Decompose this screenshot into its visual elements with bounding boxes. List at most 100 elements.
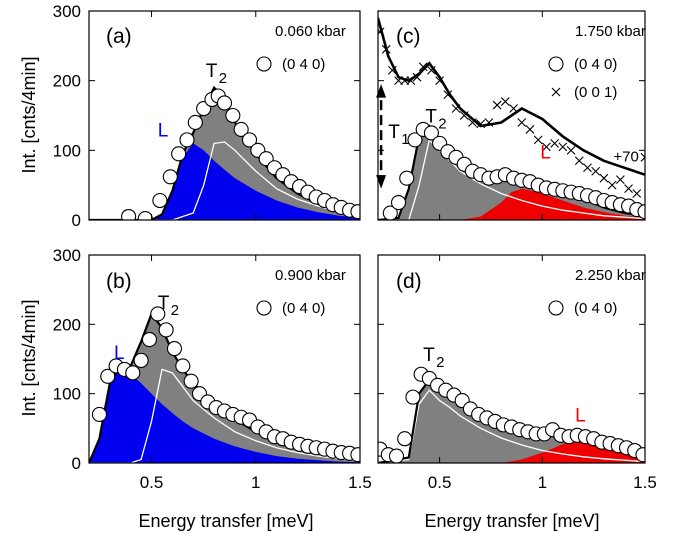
- offset-label: +70: [613, 148, 638, 165]
- offset-arrow-head-up: [376, 84, 387, 98]
- cross-point: [632, 189, 642, 198]
- x-tick-label: 1.5: [633, 473, 657, 492]
- data-point: [179, 132, 195, 148]
- data-point: [637, 204, 645, 220]
- pressure-label: 0.060 kbar: [275, 23, 346, 40]
- legend-circle-marker: [548, 300, 564, 316]
- x-axis-title-right: Energy transfer [meV]: [424, 511, 599, 531]
- plot-frame: [88, 254, 361, 464]
- data-point: [166, 341, 183, 357]
- cross-point: [427, 65, 436, 75]
- cross-point: [468, 118, 477, 127]
- cross-point: [591, 166, 601, 176]
- panel-a: 0 100 200 300 (a) 0.060 kbar (0 4 0) L T 2: [53, 2, 361, 230]
- data-point: [390, 195, 407, 211]
- pressure-label: 2.250 kbar: [575, 267, 646, 284]
- cross-point: [387, 65, 397, 75]
- cross-point: [525, 125, 535, 134]
- total-area: [89, 87, 360, 220]
- plot-area: [89, 85, 360, 220]
- cross-point: [451, 104, 461, 113]
- plot-frame: [377, 254, 646, 464]
- cross-point: [406, 76, 416, 86]
- panel-c: (c) 1.750 kbar(0 4 0)(0 0 1)LT 2T 1+70: [376, 10, 646, 221]
- cross-point: [492, 100, 502, 110]
- L-peak-label: L: [114, 343, 125, 364]
- legend-label: (0 4 0): [282, 56, 325, 73]
- cross-point: [558, 142, 568, 152]
- data-point: [405, 389, 421, 405]
- legend-label: (0 0 1): [574, 84, 617, 101]
- T2-peak-label: T: [425, 106, 437, 127]
- y-axis-title-bottom: Int. [cnts/4min]: [19, 299, 39, 416]
- x-tick-label: 1: [251, 473, 260, 492]
- panel-tag: (d): [396, 270, 422, 293]
- legend-cross-marker: [551, 87, 561, 97]
- L-mode-area: [89, 367, 360, 463]
- x-tick-label: 0.5: [428, 473, 452, 492]
- data-point: [399, 170, 415, 186]
- cross-point: [550, 138, 560, 148]
- data-point: [125, 365, 141, 381]
- data-point: [162, 169, 178, 185]
- L-peak-label: L: [575, 405, 586, 426]
- data-point: [388, 448, 405, 463]
- cross-point: [435, 76, 445, 86]
- legend-label: (0 4 0): [574, 56, 617, 73]
- panel-tag: (b): [106, 270, 132, 293]
- data-point: [152, 192, 168, 209]
- y-tick-label: 300: [53, 246, 81, 265]
- cross-point: [517, 118, 527, 127]
- T2-mode-curve: [89, 141, 360, 220]
- L-peak-label: L: [540, 143, 551, 164]
- cross-point: [566, 145, 576, 155]
- L-mode-area: [89, 143, 360, 220]
- x-tick-label: 1: [538, 473, 547, 492]
- y-tick-label: 100: [53, 141, 81, 160]
- y-tick-label: 200: [53, 315, 81, 334]
- cross-point: [599, 173, 609, 183]
- T2-mode-curve: [378, 138, 645, 220]
- x-axis-title-left: Energy transfer [meV]: [138, 511, 313, 531]
- data-point: [91, 406, 107, 423]
- data-point: [175, 358, 191, 374]
- y-axis-title-top: Int. [cnts/4min]: [19, 56, 39, 173]
- data-point: [100, 368, 116, 384]
- cross-point: [542, 142, 551, 152]
- data-point: [233, 121, 249, 137]
- cross-point: [381, 44, 391, 54]
- cross-point: [583, 163, 592, 173]
- data-point: [350, 447, 360, 463]
- data-point: [241, 132, 258, 148]
- L-peak-label: L: [158, 120, 169, 141]
- data-point: [141, 332, 158, 348]
- y-tick-label: 0: [72, 454, 81, 473]
- x-tick-label: 0.5: [140, 473, 164, 492]
- legend-circle-marker: [256, 56, 272, 72]
- cross-point: [484, 118, 494, 127]
- offset-arrow-head-down: [376, 175, 387, 189]
- T2-peak-label: T: [158, 293, 170, 314]
- cross-point: [400, 76, 410, 86]
- T2-mode-curve: [89, 368, 360, 463]
- data-point: [150, 306, 166, 322]
- L-mode-area: [378, 439, 645, 463]
- legend-circle-marker: [256, 300, 272, 316]
- offset-fit-line: [378, 17, 645, 176]
- legend-label: (0 4 0): [282, 300, 325, 317]
- y-tick-label: 0: [72, 211, 81, 230]
- y-tick-label: 200: [53, 72, 81, 91]
- T2-peak-label: T: [206, 61, 218, 82]
- data-point: [133, 352, 149, 368]
- plot-area: [89, 306, 360, 463]
- T2-mode-curve: [378, 389, 645, 463]
- data-point: [216, 95, 233, 111]
- y-tick-label: 100: [53, 385, 81, 404]
- legend-label: (0 4 0): [574, 300, 617, 317]
- cross-point: [509, 104, 518, 113]
- plot-frame: [88, 10, 361, 221]
- panel-d: 0.5 1 1.5 (d) 2.250 kbar (0 4 0) L T 2: [377, 254, 657, 492]
- cross-point: [476, 119, 486, 129]
- cross-point: [394, 76, 403, 86]
